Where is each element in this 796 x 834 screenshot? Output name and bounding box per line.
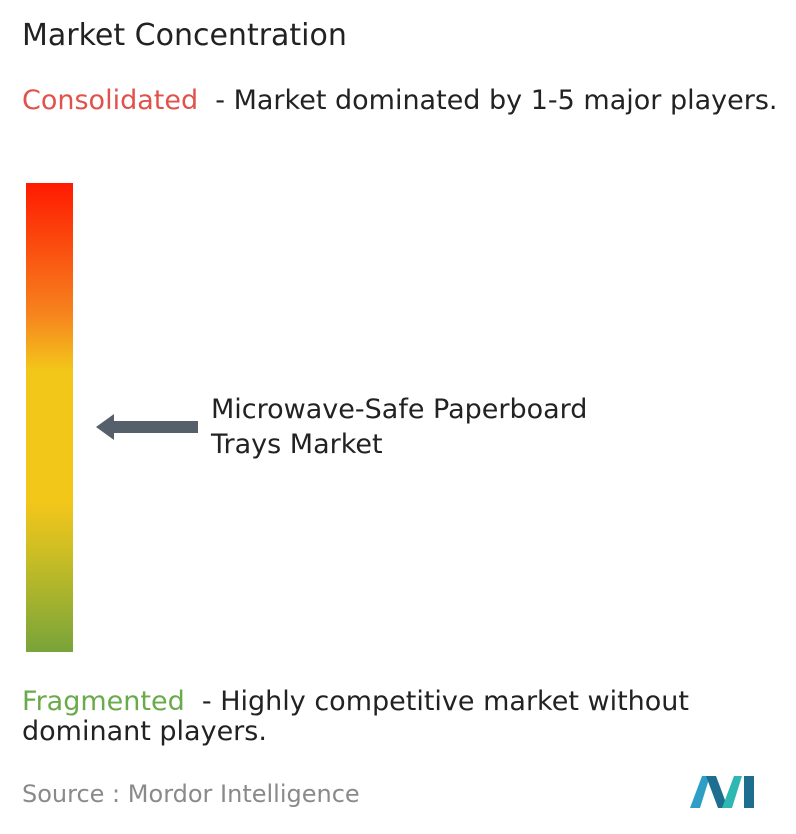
arrow-shape bbox=[96, 414, 198, 440]
source-name: Mordor Intelligence bbox=[127, 780, 360, 808]
logo-part bbox=[690, 776, 710, 808]
title: Market Concentration bbox=[22, 18, 347, 53]
consolidated-label: Consolidated bbox=[22, 85, 199, 116]
logo bbox=[690, 776, 754, 808]
consolidated-description: - Market dominated by 1-5 major players. bbox=[215, 85, 778, 116]
source-label: Source : bbox=[22, 780, 121, 808]
market-label: Microwave-Safe Paperboard Trays Market bbox=[211, 394, 588, 460]
concentration-gradient bbox=[26, 183, 73, 652]
source: Source : Mordor Intelligence bbox=[22, 780, 360, 808]
arrow bbox=[96, 414, 198, 440]
consolidated-row: Consolidated - Market dominated by 1-5 m… bbox=[22, 86, 792, 116]
logo-part bbox=[744, 776, 754, 808]
logo-part bbox=[722, 776, 742, 808]
fragmented-description: - Highly competitive market without domi… bbox=[22, 686, 689, 747]
fragmented-row: Fragmented - Highly competitive market w… bbox=[22, 687, 792, 747]
logo-part bbox=[706, 776, 728, 808]
fragmented-label: Fragmented bbox=[22, 686, 185, 717]
